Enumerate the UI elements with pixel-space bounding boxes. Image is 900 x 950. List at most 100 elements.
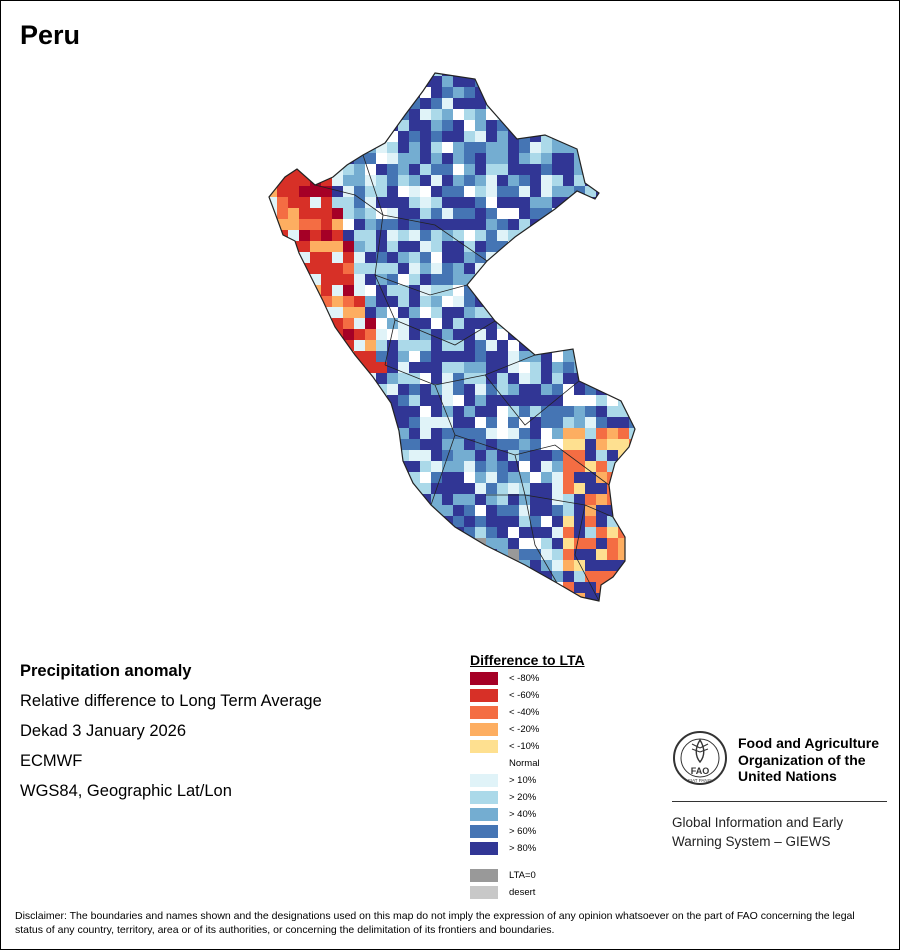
anomaly-cell bbox=[596, 582, 607, 593]
anomaly-cell bbox=[607, 362, 618, 373]
anomaly-cell bbox=[442, 230, 453, 241]
anomaly-cell bbox=[376, 274, 387, 285]
anomaly-cell bbox=[530, 175, 541, 186]
anomaly-cell bbox=[310, 307, 321, 318]
anomaly-cell bbox=[530, 142, 541, 153]
anomaly-cell bbox=[255, 582, 266, 593]
anomaly-cell bbox=[299, 604, 310, 615]
anomaly-cell bbox=[464, 538, 475, 549]
anomaly-cell bbox=[343, 274, 354, 285]
anomaly-cell bbox=[475, 109, 486, 120]
anomaly-cell bbox=[475, 73, 486, 76]
anomaly-cell bbox=[299, 109, 310, 120]
anomaly-cell bbox=[530, 406, 541, 417]
anomaly-cell bbox=[596, 153, 607, 164]
anomaly-cell bbox=[651, 604, 655, 615]
anomaly-cell bbox=[332, 549, 343, 560]
anomaly-cell bbox=[365, 450, 376, 461]
legend-label: Normal bbox=[509, 758, 540, 769]
anomaly-cell bbox=[541, 296, 552, 307]
anomaly-cell bbox=[255, 296, 266, 307]
anomaly-cell bbox=[629, 527, 635, 538]
anomaly-cell bbox=[277, 560, 288, 571]
anomaly-cell bbox=[497, 340, 508, 351]
anomaly-cell bbox=[530, 87, 541, 98]
anomaly-cell bbox=[651, 560, 655, 571]
anomaly-cell bbox=[365, 186, 376, 197]
anomaly-cell bbox=[651, 461, 655, 472]
anomaly-cell bbox=[255, 164, 266, 175]
anomaly-cell bbox=[596, 560, 607, 571]
anomaly-cell bbox=[464, 450, 475, 461]
anomaly-cell bbox=[497, 527, 508, 538]
anomaly-cell bbox=[409, 241, 420, 252]
anomaly-cell bbox=[574, 230, 585, 241]
anomaly-cell bbox=[269, 494, 277, 505]
anomaly-cell bbox=[343, 384, 354, 395]
anomaly-cell bbox=[629, 120, 635, 131]
anomaly-cell bbox=[596, 142, 607, 153]
anomaly-cell bbox=[269, 164, 277, 175]
anomaly-cell bbox=[640, 142, 651, 153]
anomaly-cell bbox=[475, 461, 486, 472]
anomaly-cell bbox=[519, 428, 530, 439]
anomaly-cell bbox=[354, 549, 365, 560]
anomaly-cell bbox=[431, 472, 442, 483]
anomaly-cell bbox=[585, 153, 596, 164]
anomaly-cell bbox=[508, 472, 519, 483]
anomaly-cell bbox=[563, 186, 574, 197]
anomaly-cell bbox=[629, 230, 635, 241]
anomaly-cell bbox=[288, 230, 299, 241]
anomaly-cell bbox=[310, 274, 321, 285]
anomaly-cell bbox=[343, 406, 354, 417]
anomaly-cell bbox=[420, 307, 431, 318]
anomaly-cell bbox=[277, 428, 288, 439]
anomaly-cell bbox=[618, 362, 629, 373]
anomaly-cell bbox=[321, 538, 332, 549]
anomaly-cell bbox=[453, 307, 464, 318]
anomaly-cell bbox=[563, 406, 574, 417]
anomaly-cell bbox=[409, 560, 420, 571]
anomaly-cell bbox=[596, 76, 607, 87]
anomaly-cell bbox=[519, 263, 530, 274]
anomaly-cell bbox=[409, 208, 420, 219]
anomaly-cell bbox=[343, 549, 354, 560]
anomaly-cell bbox=[530, 208, 541, 219]
anomaly-cell bbox=[453, 274, 464, 285]
anomaly-cell bbox=[277, 296, 288, 307]
anomaly-cell bbox=[530, 285, 541, 296]
anomaly-cell bbox=[409, 571, 420, 582]
anomaly-cell bbox=[343, 373, 354, 384]
anomaly-cell bbox=[277, 527, 288, 538]
anomaly-cell bbox=[629, 417, 635, 428]
anomaly-cell bbox=[596, 340, 607, 351]
anomaly-cell bbox=[420, 109, 431, 120]
anomaly-cell bbox=[354, 164, 365, 175]
anomaly-cell bbox=[618, 549, 629, 560]
anomaly-cell bbox=[310, 384, 321, 395]
anomaly-cell bbox=[574, 131, 585, 142]
anomaly-cell bbox=[354, 494, 365, 505]
anomaly-cell bbox=[409, 219, 420, 230]
anomaly-cell bbox=[365, 340, 376, 351]
anomaly-cell bbox=[398, 560, 409, 571]
anomaly-cell bbox=[255, 120, 266, 131]
anomaly-cell bbox=[288, 307, 299, 318]
anomaly-cell bbox=[640, 593, 651, 604]
anomaly-cell bbox=[640, 263, 651, 274]
anomaly-cell bbox=[552, 516, 563, 527]
anomaly-cell bbox=[409, 505, 420, 516]
anomaly-cell bbox=[343, 164, 354, 175]
anomaly-cell bbox=[486, 120, 497, 131]
anomaly-cell bbox=[541, 318, 552, 329]
anomaly-cell bbox=[420, 241, 431, 252]
anomaly-cell bbox=[541, 208, 552, 219]
anomaly-cell bbox=[277, 483, 288, 494]
anomaly-cell bbox=[255, 362, 266, 373]
anomaly-cell bbox=[651, 450, 655, 461]
anomaly-cell bbox=[629, 274, 635, 285]
anomaly-cell bbox=[409, 73, 420, 76]
anomaly-cell bbox=[563, 87, 574, 98]
anomaly-cell bbox=[640, 538, 651, 549]
anomaly-cell bbox=[332, 439, 343, 450]
